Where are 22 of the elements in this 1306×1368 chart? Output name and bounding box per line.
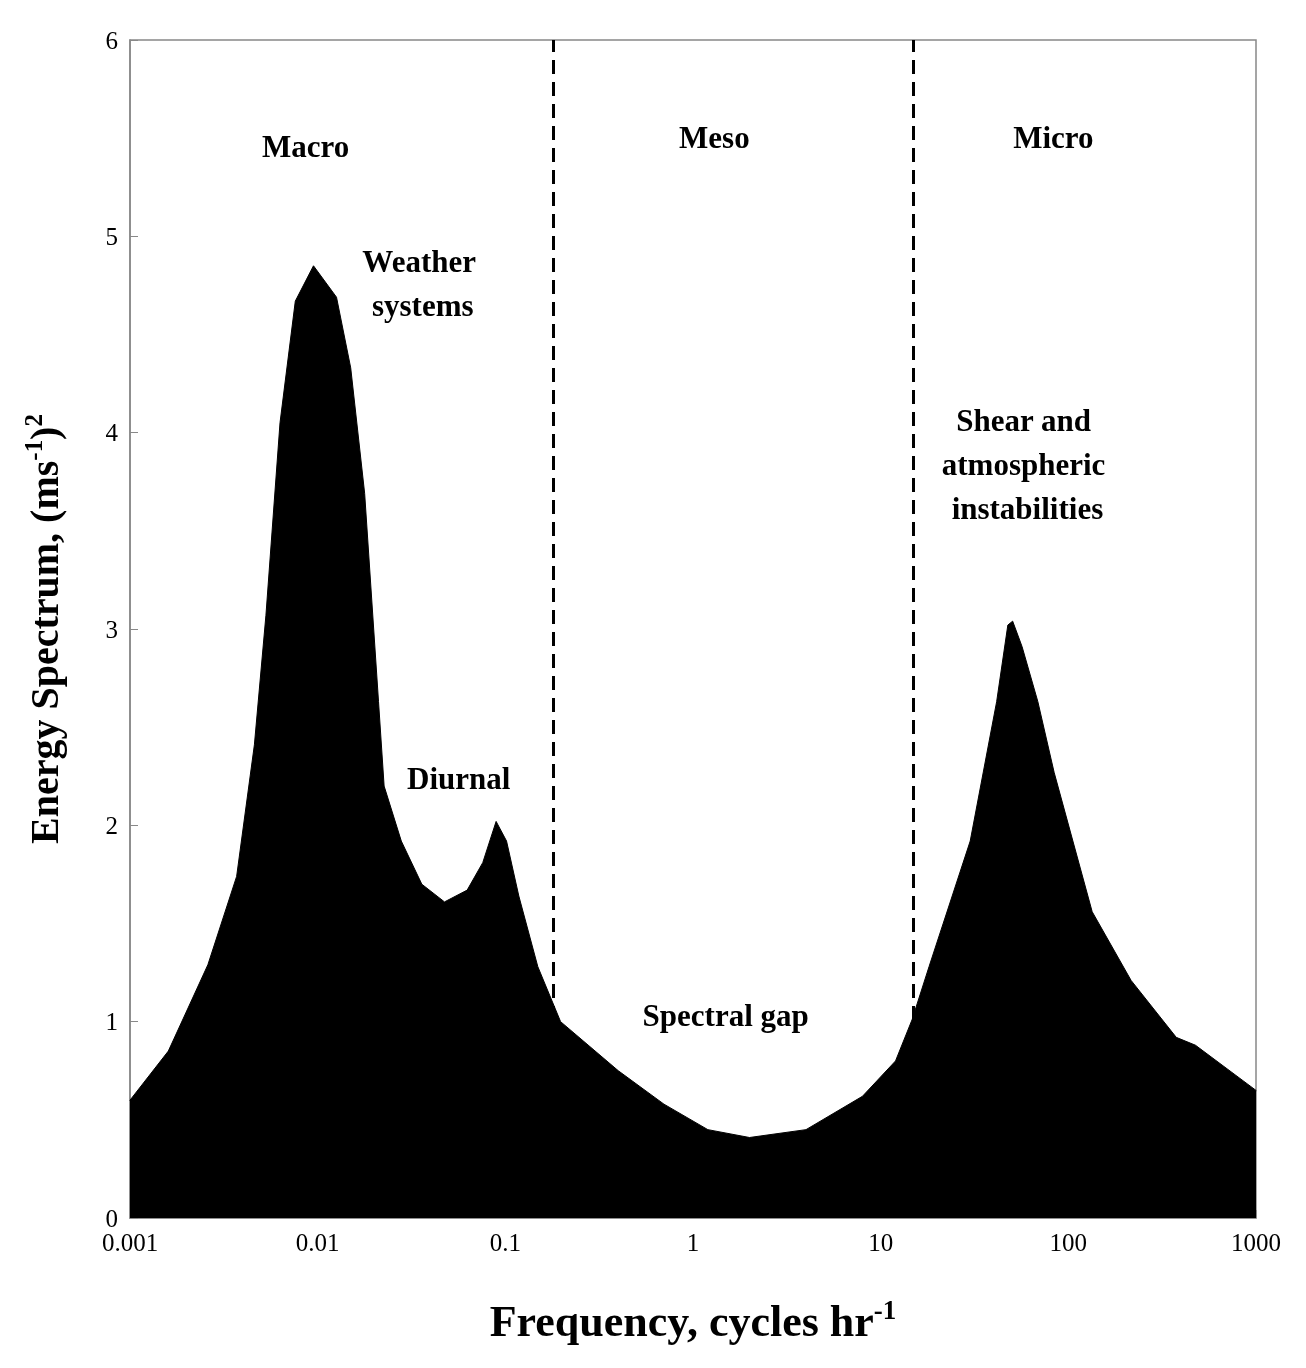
y-tick-label: 3 <box>105 615 118 643</box>
x-tick-label: 1000 <box>1231 1229 1281 1256</box>
annotation: Spectral gap <box>642 997 809 1033</box>
annotation: Micro <box>1013 120 1094 156</box>
x-tick-label: 0.1 <box>489 1229 521 1256</box>
x-tick-label: 0.01 <box>295 1229 340 1256</box>
y-tick-label: 6 <box>105 26 118 54</box>
y-tick-label: 5 <box>105 222 118 250</box>
x-tick-label: 10 <box>868 1229 894 1256</box>
y-tick-label: 4 <box>105 419 119 447</box>
x-tick-label: 0.001 <box>101 1229 159 1256</box>
y-tick-label: 0 <box>105 1204 118 1232</box>
x-tick-label: 1 <box>686 1229 700 1256</box>
annotation: Shear and atmospheric instabilities <box>941 402 1114 526</box>
annotation: Diurnal <box>407 761 511 797</box>
x-tick-label: 100 <box>1049 1229 1088 1256</box>
annotation: Meso <box>679 120 750 156</box>
y-tick-label: 2 <box>105 811 118 839</box>
annotation: Weather systems <box>362 244 484 324</box>
y-tick-label: 1 <box>105 1008 118 1036</box>
annotation: Macro <box>262 128 350 164</box>
y-axis-title: Energy Spectrum, (ms-1)2 <box>20 414 67 844</box>
